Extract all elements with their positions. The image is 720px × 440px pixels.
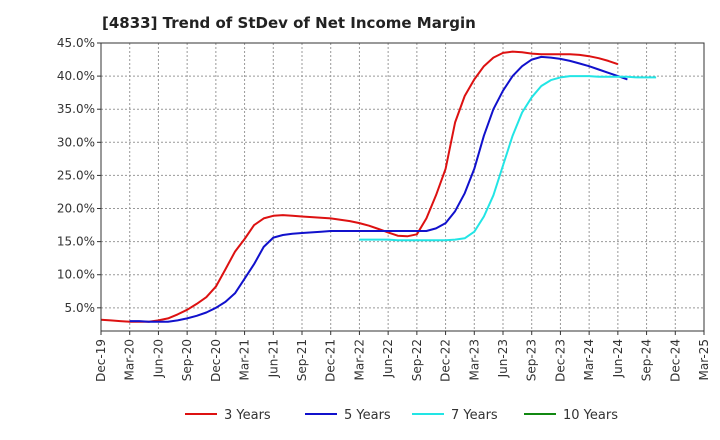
x-tick-label: Dec-24 (668, 339, 682, 382)
y-tick-label: 15.0% (57, 235, 95, 249)
series-line-2 (129, 55, 628, 323)
y-tick-label: 45.0% (57, 36, 95, 50)
legend-item: 5 Years (305, 408, 391, 423)
x-tick-label: Jun-21 (266, 339, 280, 378)
x-tick-label: Mar-23 (467, 339, 481, 380)
y-tick-label: 5.0% (65, 301, 96, 315)
x-tick-label: Mar-22 (352, 339, 366, 380)
y-tick-label: 10.0% (57, 268, 95, 282)
x-tick-label: Dec-22 (439, 339, 453, 382)
x-tick-label: Sep-22 (410, 339, 424, 381)
legend-label: 10 Years (563, 408, 618, 423)
x-tick-label: Dec-20 (209, 339, 223, 382)
x-tick-label: Mar-21 (238, 339, 252, 380)
grid-layer (101, 42, 704, 331)
x-tick-label: Jun-22 (381, 339, 395, 378)
legend-item: 10 Years (524, 408, 618, 423)
y-tick-label: 25.0% (57, 168, 95, 182)
legend-label: 5 Years (344, 408, 391, 423)
y-tick-label: 40.0% (57, 69, 95, 83)
x-tick-label: Sep-24 (640, 339, 654, 381)
y-tick-label: 35.0% (57, 102, 95, 116)
x-tick-label: Jun-23 (496, 339, 510, 378)
x-tick-label: Mar-20 (123, 339, 137, 380)
series-line-1 (100, 50, 619, 323)
series-line-3 (359, 75, 657, 242)
x-tick-label: Dec-21 (324, 339, 338, 382)
x-tick-label: Jun-24 (611, 339, 625, 378)
legend-label: 7 Years (451, 408, 498, 423)
legend-label: 3 Years (224, 408, 271, 423)
x-tick-label: Mar-24 (582, 339, 596, 380)
legend-item: 7 Years (412, 408, 498, 423)
legend: 3 Years 5 Years 7 Years 10 Years (185, 408, 618, 423)
y-axis: 5.0% 10.0% 15.0% 20.0% 25.0% 30.0% 35.0% 40.0% 4… (57, 36, 101, 315)
x-tick-label: Dec-23 (553, 339, 567, 382)
x-tick-label: Sep-21 (295, 339, 309, 381)
x-tick-label: Sep-23 (525, 339, 539, 381)
x-tick-label: Dec-19 (94, 339, 108, 382)
y-tick-label: 20.0% (57, 202, 95, 216)
legend-item: 3 Years (185, 408, 271, 423)
x-tick-label: Sep-20 (180, 339, 194, 381)
plot-frame (100, 42, 705, 332)
series-layer (100, 50, 657, 323)
chart-title: [4833] Trend of StDev of Net Income Marg… (102, 14, 476, 32)
y-tick-label: 30.0% (57, 135, 95, 149)
x-axis: Dec-19 Mar-20 Jun-20 Sep-20 Dec-20 Mar-21 Jun-… (94, 331, 711, 382)
x-tick-label: Mar-25 (697, 339, 711, 380)
x-tick-label: Jun-20 (151, 339, 165, 378)
